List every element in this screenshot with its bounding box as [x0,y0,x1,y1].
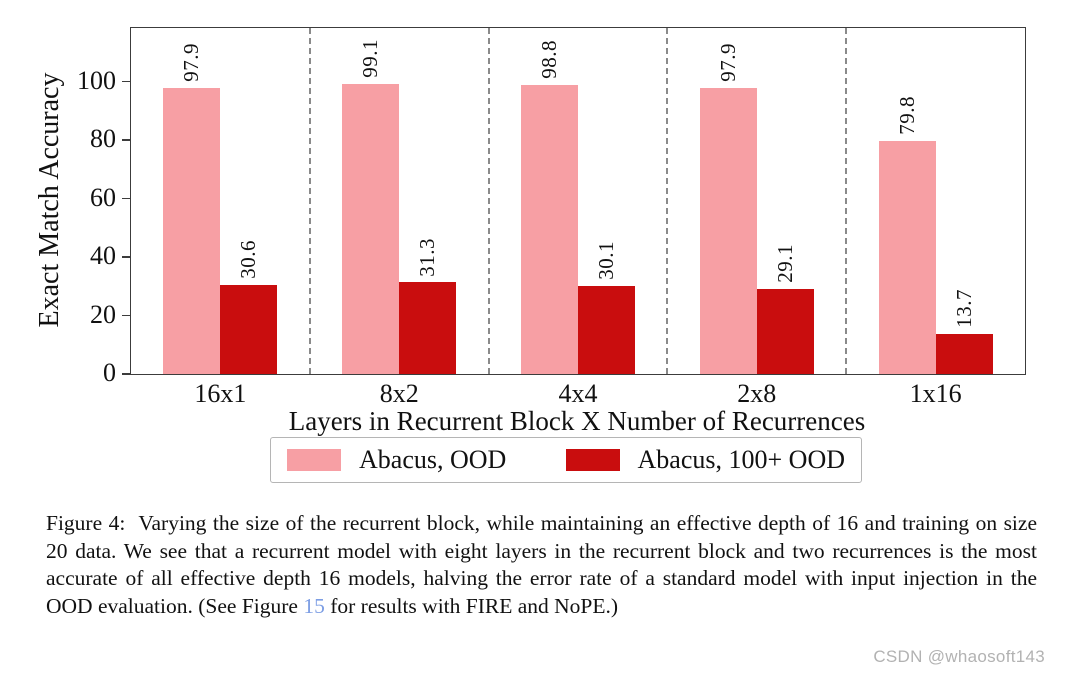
legend: Abacus, OOD Abacus, 100+ OOD [270,437,862,483]
legend-swatch-abacus-100-ood [565,449,620,471]
bar-value-label: 79.8 [894,95,919,135]
legend-item-abacus-ood: Abacus, OOD [287,445,506,475]
x-tick-label: 2x8 [737,379,777,408]
bar-abacus-ood-2x8 [699,87,757,374]
y-tick-mark [122,314,131,317]
y-tick-mark [122,256,131,258]
y-tick-mark [122,139,131,141]
bar-value-label: 13.7 [951,289,976,328]
bar-value-label: 99.1 [358,39,383,79]
bar-abacus-ood-16x1 [163,87,221,374]
bar-value-label: 30.6 [236,239,261,279]
y-tick-label: 0 [103,358,116,387]
x-tick-label: 8x2 [379,379,419,408]
y-axis-title: Exact Match Accuracy [34,72,65,328]
y-tick-label: 100 [77,65,116,95]
bar-value-label: 29.1 [772,244,797,283]
caption-text-after-link: for results with FIRE and NoPE.) [324,593,619,618]
x-tick-label: 16x1 [194,379,247,408]
bar-abacus-100-ood-4x4 [578,285,635,374]
legend-swatch-abacus-ood [287,449,341,471]
bar-abacus-ood-1x16 [878,140,936,374]
y-tick-mark [122,373,131,375]
y-tick-mark [122,197,131,200]
bar-value-label: 31.3 [415,237,440,277]
bar-value-label: 98.8 [537,40,561,80]
y-tick-label: 60 [90,182,116,212]
x-axis-title: Layers in Recurrent Block X Number of Re… [288,406,866,436]
bar-abacus-100-ood-2x8 [756,288,814,374]
csdn-watermark: CSDN @whaosoft143 [873,647,1045,666]
group-separator [666,28,669,374]
bar-abacus-100-ood-8x2 [399,282,457,374]
group-separator [487,28,490,374]
bar-abacus-ood-8x2 [342,84,400,374]
legend-label: Abacus, OOD [359,445,507,474]
y-tick-label: 80 [90,124,116,154]
y-tick-mark [122,80,131,83]
plot-area: 0 20 40 60 80 100 97.9 30.6 16x1 99.1 31.3 8x2 98.8 3… [77,27,1026,408]
group-separator [308,28,311,374]
figure-15-link[interactable]: 15 [303,593,325,618]
figure-label: Figure 4: [46,511,126,535]
x-tick-label: 1x16 [909,379,962,408]
bar-abacus-ood-4x4 [521,85,578,374]
bar-value-label: 97.9 [715,42,740,82]
y-tick-label: 40 [90,241,116,271]
bar-value-label: 97.9 [179,42,204,82]
bar-abacus-100-ood-1x16 [935,333,993,374]
x-tick-label: 4x4 [558,379,598,408]
caption-text-before-link: Varying the size of the recurrent block,… [46,511,1037,618]
legend-item-abacus-100-ood: Abacus, 100+ OOD [565,445,845,475]
legend-label: Abacus, 100+ OOD [637,445,845,474]
group-separator [845,28,848,374]
y-tick-label: 20 [90,299,116,329]
bar-abacus-100-ood-16x1 [220,284,278,374]
figure-caption: Figure 4: Varying the size of the recurre… [46,510,1037,620]
bar-value-label: 30.1 [594,241,618,280]
